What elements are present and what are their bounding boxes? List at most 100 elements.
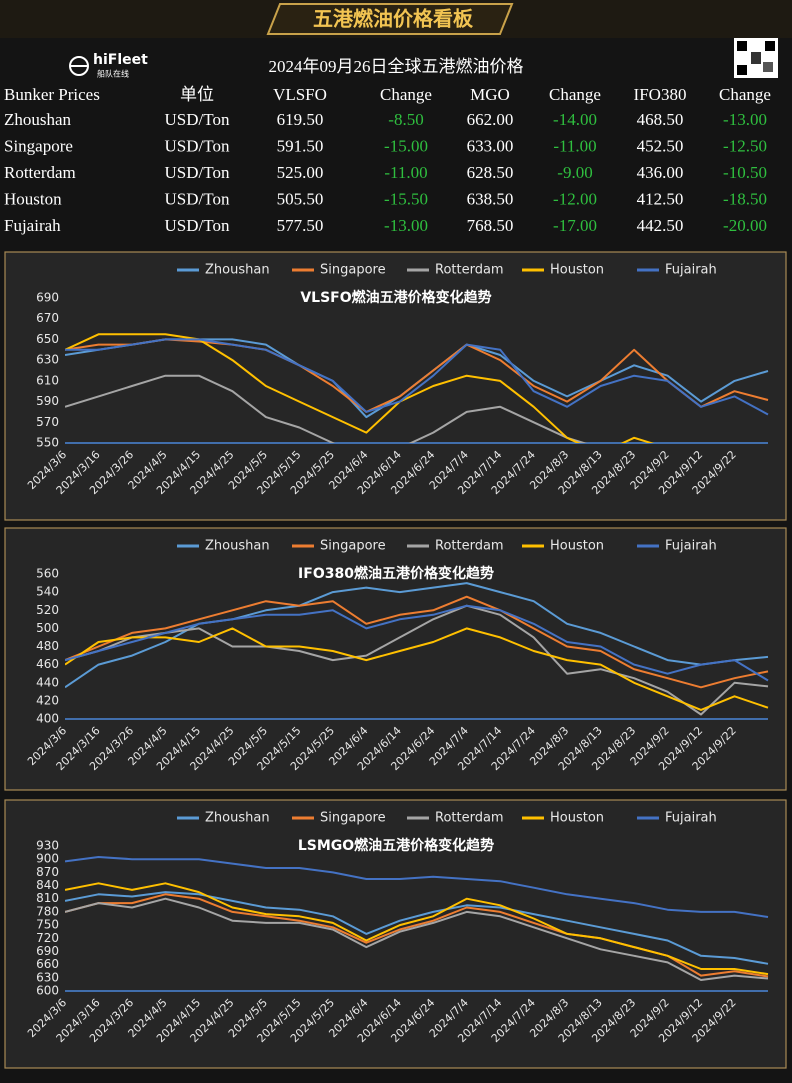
change-cell: -11.00: [553, 136, 596, 155]
port-cell: Zhoushan: [4, 110, 72, 129]
y-tick-label: 750: [36, 918, 59, 932]
legend-label: Rotterdam: [435, 263, 504, 278]
legend-label: Zhoushan: [205, 811, 270, 826]
series-line: [65, 897, 769, 981]
price-cell: 633.00: [467, 136, 514, 155]
series-line: [65, 582, 769, 689]
legend-label: Rotterdam: [435, 811, 504, 826]
change-cell: -13.00: [384, 216, 428, 235]
y-tick-label: 630: [36, 970, 59, 984]
port-cell: Fujairah: [4, 216, 61, 235]
port-cell: Singapore: [4, 136, 73, 155]
y-tick-label: 540: [36, 585, 59, 599]
chart-title: IFO380燃油五港价格变化趋势: [298, 565, 494, 582]
page-title: 五港燃油价格看板: [313, 7, 474, 31]
series-line: [65, 627, 769, 711]
y-tick-label: 600: [36, 984, 59, 998]
y-tick-label: 900: [36, 852, 59, 866]
price-cell: USD/Ton: [165, 136, 230, 155]
y-tick-label: 400: [36, 712, 59, 726]
y-tick-label: 460: [36, 657, 59, 671]
change-cell: -10.50: [723, 163, 767, 182]
legend-label: Rotterdam: [435, 539, 504, 554]
y-tick-label: 550: [36, 436, 59, 450]
price-cell: 577.50: [277, 216, 324, 235]
y-tick-label: 670: [36, 311, 59, 325]
legend-label: Zhoushan: [205, 539, 270, 554]
series-line: [65, 595, 769, 689]
series-line: [65, 338, 769, 416]
series-line: [65, 882, 769, 976]
y-tick-label: 720: [36, 931, 59, 945]
qr-block: [737, 65, 747, 75]
price-cell: USD/Ton: [165, 163, 230, 182]
legend-label: Fujairah: [665, 811, 717, 826]
change-cell: -11.00: [384, 163, 427, 182]
price-cell: 468.50: [637, 110, 684, 129]
column-header: 单位: [180, 85, 214, 104]
logo-text: hiFleet: [93, 52, 148, 68]
chart-panel: [4, 527, 787, 791]
qr-block: [751, 52, 761, 64]
change-cell: -12.00: [553, 189, 597, 208]
price-cell: USD/Ton: [165, 189, 230, 208]
change-cell: -9.00: [557, 163, 592, 182]
y-tick-label: 930: [36, 839, 59, 853]
change-cell: -15.00: [384, 136, 428, 155]
change-cell: -8.50: [388, 110, 423, 129]
column-header: Bunker Prices: [4, 85, 100, 104]
series-line: [65, 856, 769, 918]
price-cell: 768.50: [467, 216, 514, 235]
logo-subtext: 船队在线: [97, 69, 129, 79]
y-tick-label: 780: [36, 904, 59, 918]
y-tick-label: 690: [36, 944, 59, 958]
price-cell: 591.50: [277, 136, 324, 155]
series-line: [65, 604, 769, 716]
table-subtitle: 2024年09月26日全球五港燃油价格: [269, 57, 524, 76]
y-tick-label: 840: [36, 878, 59, 892]
series-line: [65, 891, 769, 965]
series-line: [65, 374, 588, 443]
change-cell: -13.00: [723, 110, 767, 129]
chart-title: VLSFO燃油五港价格变化趋势: [300, 289, 491, 306]
y-tick-label: 480: [36, 639, 59, 653]
price-cell: 412.50: [637, 189, 684, 208]
title-frame: [266, 3, 514, 35]
y-tick-label: 610: [36, 373, 59, 387]
change-cell: -18.50: [723, 189, 767, 208]
y-tick-label: 870: [36, 865, 59, 879]
price-cell: 436.00: [637, 163, 684, 182]
price-cell: 525.00: [277, 163, 324, 182]
y-tick-label: 650: [36, 332, 59, 346]
legend-label: Houston: [550, 263, 604, 278]
y-tick-label: 440: [36, 675, 59, 689]
charts: Zhoushan Singapore Rotterdam Houston Fujaira…: [4, 251, 787, 1069]
column-header: Change: [549, 85, 601, 104]
column-header: Change: [719, 85, 771, 104]
price-cell: USD/Ton: [165, 110, 230, 129]
column-header: MGO: [470, 85, 510, 104]
port-cell: Houston: [4, 189, 62, 208]
price-cell: 628.50: [467, 163, 514, 182]
price-cell: 505.50: [277, 189, 324, 208]
y-tick-label: 810: [36, 891, 59, 905]
price-cell: USD/Ton: [165, 216, 230, 235]
y-tick-label: 630: [36, 353, 59, 367]
price-cell: 452.50: [637, 136, 684, 155]
series-line: [65, 333, 655, 443]
price-table: Bunker Prices 单位 VLSFO Change MGO Change IFO38…: [4, 85, 771, 235]
y-tick-label: 560: [36, 567, 59, 581]
legend-label: Singapore: [320, 263, 386, 278]
legend-label: Houston: [550, 811, 604, 826]
price-cell: 442.50: [637, 216, 684, 235]
legend-label: Zhoushan: [205, 263, 270, 278]
price-cell: 638.50: [467, 189, 514, 208]
y-tick-label: 570: [36, 415, 59, 429]
change-cell: -15.50: [384, 189, 428, 208]
y-tick-label: 660: [36, 957, 59, 971]
price-cell: 662.00: [467, 110, 514, 129]
change-cell: -17.00: [553, 216, 597, 235]
legend-label: Houston: [550, 539, 604, 554]
y-tick-label: 420: [36, 693, 59, 707]
